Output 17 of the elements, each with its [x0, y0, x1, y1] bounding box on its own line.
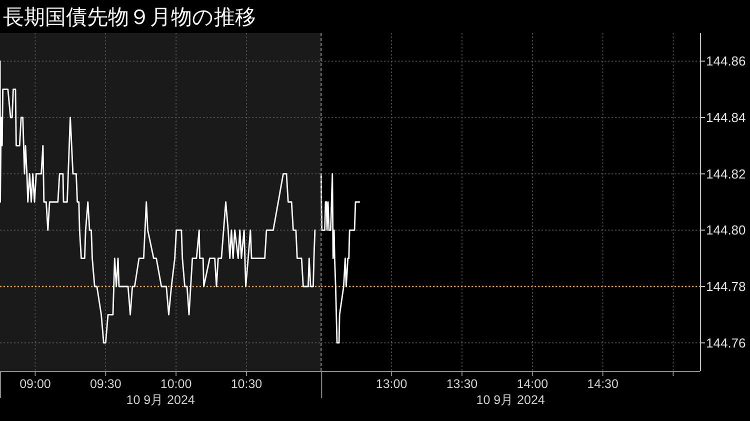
x-tick-label: 14:00 — [516, 377, 548, 391]
x-tick-label: 13:00 — [376, 377, 408, 391]
y-tick-label: 144.84 — [706, 110, 746, 125]
x-axis-title: 10 9月 2024 — [126, 393, 195, 407]
y-tick-label: 144.82 — [706, 166, 746, 182]
x-tick-label: 10:00 — [160, 377, 192, 391]
x-tick-label: 14:30 — [587, 377, 619, 391]
x-tick-label: 10:30 — [230, 377, 262, 391]
x-axis-title: 10 9月 2024 — [476, 393, 545, 407]
chart-title: 長期国債先物９月物の推移 — [3, 6, 256, 29]
y-tick-label: 144.80 — [706, 222, 746, 238]
y-tick-label: 144.78 — [706, 279, 746, 294]
y-tick-label: 144.76 — [706, 335, 746, 350]
x-tick-label: 09:00 — [20, 377, 51, 391]
x-tick-label: 09:30 — [90, 377, 122, 391]
y-tick-label: 144.86 — [706, 54, 746, 69]
x-tick-label: 13:30 — [446, 377, 478, 391]
